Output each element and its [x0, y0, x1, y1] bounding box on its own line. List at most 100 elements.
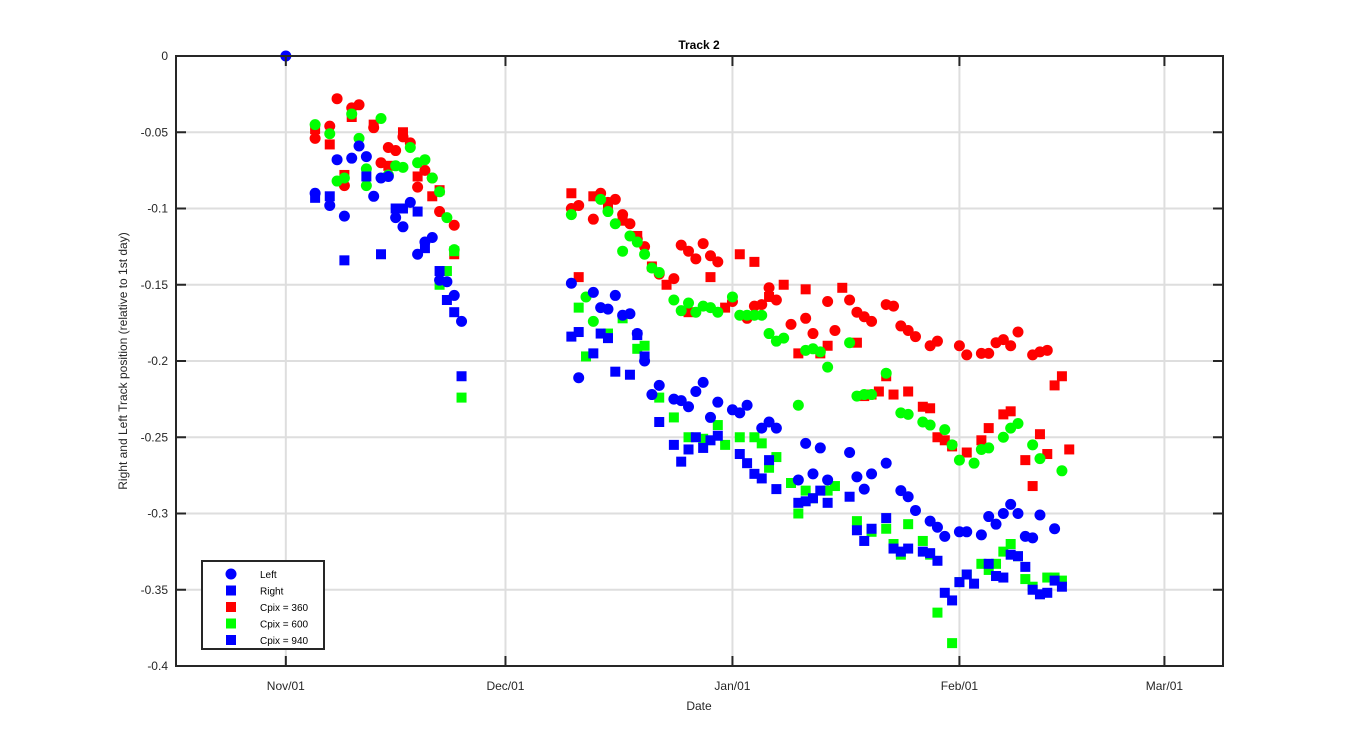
data-point-left-cpix-360	[675, 239, 687, 251]
data-point-left-cpix-940	[895, 485, 907, 497]
data-point-right-cpix-940	[1027, 584, 1038, 595]
data-point-left-cpix-360	[331, 93, 343, 105]
data-point-left-cpix-600	[617, 245, 629, 257]
y-tick-label: -0.1	[147, 202, 168, 216]
data-point-left-cpix-600	[1012, 418, 1024, 430]
data-point-left-cpix-360	[931, 335, 943, 347]
y-tick-label: -0.3	[147, 507, 168, 521]
data-point-right-cpix-360	[383, 160, 394, 171]
data-point-right-cpix-360	[998, 409, 1009, 420]
data-point-left-cpix-600	[624, 230, 636, 242]
data-point-left-cpix-600	[324, 128, 336, 140]
data-point-right-cpix-940	[412, 206, 423, 217]
data-point-right-cpix-600	[456, 392, 467, 403]
data-point-right-cpix-360	[837, 282, 848, 293]
data-point-right-cpix-940	[632, 330, 643, 341]
data-point-left-cpix-940	[909, 504, 921, 516]
data-point-left-cpix-940	[646, 389, 658, 401]
data-point-right-cpix-600	[756, 438, 767, 449]
data-point-left-cpix-940	[1034, 509, 1046, 521]
data-point-right-cpix-360	[822, 340, 833, 351]
data-point-right-cpix-360	[683, 307, 694, 318]
data-point-left-cpix-600	[778, 332, 790, 344]
data-point-left-cpix-360	[807, 328, 819, 340]
data-point-right-cpix-940	[866, 523, 877, 534]
data-point-right-cpix-940	[932, 555, 943, 566]
data-point-right-cpix-940	[998, 572, 1009, 583]
data-point-right-cpix-360	[705, 272, 716, 283]
data-point-right-cpix-600	[947, 638, 958, 649]
legend-label: Left	[260, 570, 277, 581]
data-point-right-cpix-600	[734, 432, 745, 443]
data-point-left-cpix-940	[346, 152, 358, 164]
data-point-left-cpix-360	[690, 253, 702, 265]
y-tick-label: -0.35	[141, 583, 169, 597]
data-point-left-cpix-600	[346, 108, 358, 120]
data-point-right-cpix-940	[705, 435, 716, 446]
y-tick-labels: 0 -0.05 -0.1 -0.15 -0.2 -0.25 -0.3 -0.35 -0.4	[141, 49, 169, 673]
data-point-left-cpix-940	[961, 526, 973, 538]
data-point-right-cpix-940	[1012, 551, 1023, 562]
data-point-right-cpix-940	[573, 327, 584, 338]
data-point-right-cpix-940	[954, 577, 965, 588]
data-point-left-cpix-940	[814, 442, 826, 454]
data-point-left-cpix-600	[968, 457, 980, 469]
data-point-left-cpix-940	[844, 447, 856, 458]
data-point-right-cpix-600	[1005, 539, 1016, 549]
data-point-right-cpix-360	[602, 200, 613, 211]
data-point-right-cpix-940	[800, 496, 811, 507]
data-point-right-cpix-940	[888, 543, 899, 554]
data-point-left-cpix-600	[565, 209, 577, 221]
data-point-left-cpix-600	[866, 389, 878, 401]
data-point-left-cpix-360	[1041, 344, 1053, 356]
data-point-left-cpix-600	[983, 442, 995, 454]
data-point-left-cpix-360	[763, 282, 775, 294]
data-point-right-cpix-600	[932, 607, 943, 618]
legend-box	[201, 560, 325, 650]
data-point-right-cpix-940	[434, 266, 445, 277]
data-point-left-cpix-600	[309, 119, 321, 131]
data-point-right-cpix-940	[1005, 549, 1016, 560]
data-point-left-cpix-940	[712, 396, 724, 408]
data-point-right-cpix-940	[764, 455, 775, 466]
data-point-left-cpix-360	[683, 245, 695, 257]
data-point-left-cpix-940	[975, 529, 987, 541]
data-point-right-cpix-940	[324, 191, 335, 202]
data-point-right-cpix-360	[1064, 444, 1075, 455]
data-point-right-cpix-600	[639, 340, 650, 351]
data-point-right-cpix-600	[683, 432, 694, 443]
data-point-right-cpix-940	[734, 449, 745, 460]
data-point-right-cpix-360	[1049, 380, 1060, 391]
y-axis-label: Right and Left Track position (relative …	[116, 232, 130, 489]
data-point-left-cpix-600	[880, 367, 892, 379]
data-point-left-cpix-360	[1005, 340, 1017, 352]
data-point-left-cpix-940	[858, 483, 870, 495]
data-point-left-cpix-600	[434, 186, 446, 198]
legend-marker	[225, 568, 237, 580]
data-point-right-cpix-940	[1056, 581, 1067, 592]
data-point-right-cpix-360	[778, 279, 789, 290]
data-point-left-cpix-600	[924, 419, 936, 431]
data-point-left-cpix-940	[1049, 523, 1061, 535]
legend-label: Right	[260, 587, 284, 598]
data-point-right-cpix-940	[339, 255, 350, 266]
data-point-left-cpix-940	[390, 212, 402, 224]
data-point-left-cpix-940	[866, 468, 878, 480]
data-point-right-cpix-360	[1034, 429, 1045, 440]
axis-ticks	[176, 55, 1223, 667]
data-point-left-cpix-600	[631, 236, 643, 248]
data-point-left-cpix-600	[639, 248, 651, 260]
data-point-left-cpix-360	[844, 294, 856, 306]
data-point-left-cpix-600	[939, 424, 951, 436]
data-point-left-cpix-360	[1012, 326, 1024, 338]
data-point-left-cpix-600	[902, 408, 914, 420]
data-point-right-cpix-940	[881, 513, 892, 524]
data-point-left-cpix-360	[822, 296, 834, 308]
y-tick-label: -0.25	[141, 430, 169, 444]
data-point-left-cpix-940	[734, 407, 746, 419]
data-point-right-cpix-940	[917, 546, 928, 557]
data-point-left-cpix-940	[324, 199, 336, 211]
data-point-left-cpix-600	[763, 328, 775, 340]
data-point-left-cpix-360	[353, 99, 365, 111]
data-point-left-cpix-940	[807, 468, 819, 480]
